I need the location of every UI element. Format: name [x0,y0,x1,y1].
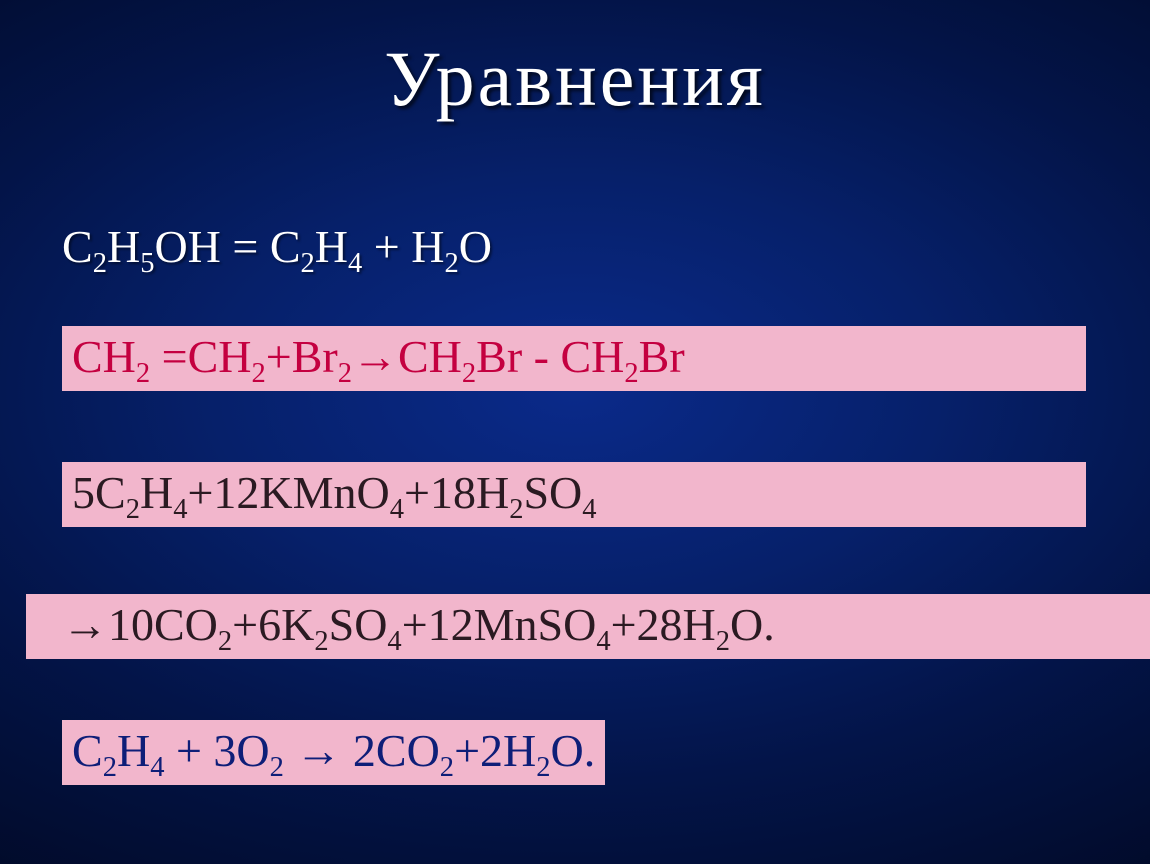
subscript: 4 [173,494,187,525]
subscript: 4 [596,626,610,657]
subscript: 2 [301,248,315,279]
subscript: 2 [440,752,454,783]
subscript: 2 [93,248,107,279]
subscript: 2 [103,752,117,783]
subscript: 2 [462,358,476,389]
subscript: 2 [444,248,458,279]
subscript: 4 [390,494,404,525]
equation-3-line-2: →10CO2+6K2SO4+12MnSO4+28H2O. [26,594,1150,659]
subscript: 5 [140,248,154,279]
subscript: 4 [150,752,164,783]
subscript: 2 [536,752,550,783]
subscript: 2 [509,494,523,525]
subscript: 2 [270,752,284,783]
subscript: 2 [218,626,232,657]
subscript: 2 [624,358,638,389]
subscript: 4 [387,626,401,657]
subscript: 2 [126,494,140,525]
equation-2: CH2 =CH2+Br2→CH2Br - CH2Br [62,326,1086,391]
slide: Уравнения C2H5OH = C2H4 + H2O CH2 =CH2+B… [0,0,1150,864]
subscript: 2 [716,626,730,657]
subscript: 2 [136,358,150,389]
subscript: 2 [338,358,352,389]
subscript: 2 [252,358,266,389]
equation-3-line-1: 5C2H4+12KMnO4+18H2SO4 [62,462,1086,527]
equation-1: C2H5OH = C2H4 + H2O [62,222,492,273]
equation-4: C2H4 + 3O2 → 2CO2+2H2O. [62,720,605,785]
subscript: 4 [582,494,596,525]
slide-title: Уравнения [0,34,1150,124]
subscript: 2 [314,626,328,657]
subscript: 4 [348,248,362,279]
